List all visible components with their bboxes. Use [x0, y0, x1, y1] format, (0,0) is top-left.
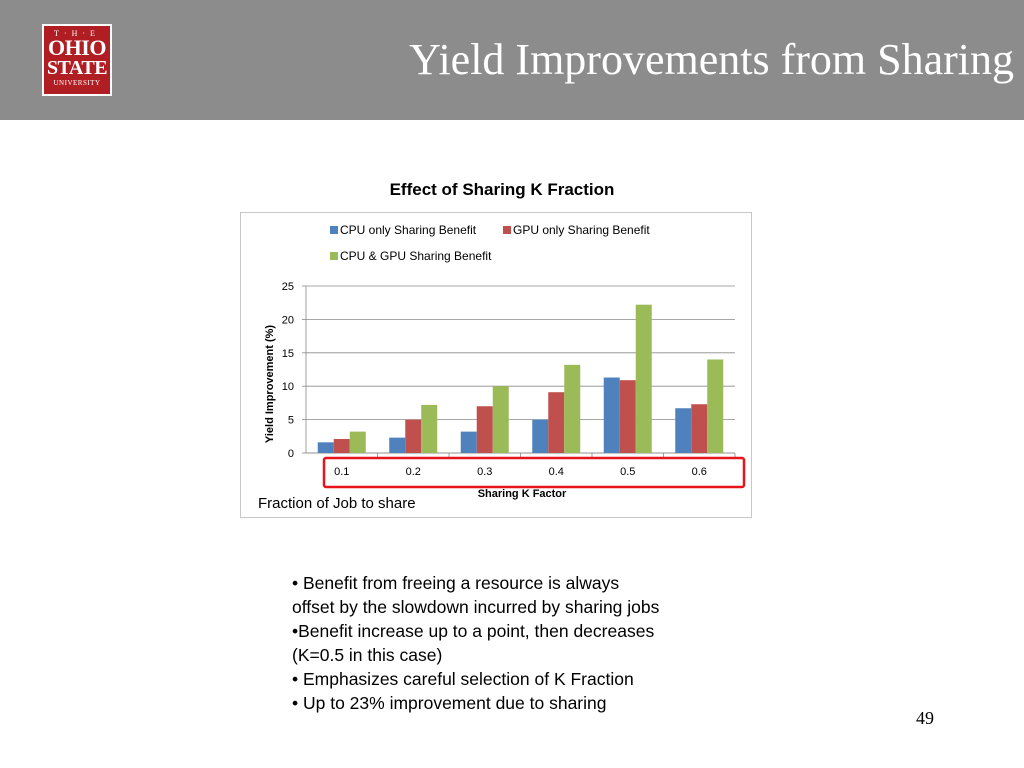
- x-tick-label: 0.2: [406, 466, 421, 478]
- y-axis-label: Yield Improvement (%): [264, 325, 276, 444]
- bar: [691, 404, 708, 453]
- chart-bars: [317, 304, 724, 453]
- bullet-list: • Benefit from freeing a resource is alw…: [292, 571, 732, 715]
- y-tick-label: 15: [282, 348, 294, 360]
- bar: [421, 404, 438, 453]
- bar: [317, 442, 334, 453]
- bullet-line: • Emphasizes careful selection of K Frac…: [292, 669, 634, 689]
- chart-frame: [240, 212, 752, 518]
- logo-line-1: T·H·E: [54, 29, 100, 38]
- bar: [635, 304, 652, 453]
- y-tick-label: 10: [282, 381, 294, 393]
- bar: [675, 408, 692, 453]
- x-axis-label: Sharing K Factor: [478, 488, 567, 500]
- legend-entry: GPU only Sharing Benefit: [513, 223, 650, 237]
- bar: [333, 438, 350, 453]
- legend-swatch: [330, 226, 338, 234]
- bar: [548, 392, 565, 453]
- legend-entry: CPU & GPU Sharing Benefit: [340, 249, 492, 263]
- bar: [532, 419, 549, 453]
- bar: [405, 419, 422, 453]
- x-tick-label: 0.6: [692, 466, 707, 478]
- legend-swatch: [503, 226, 511, 234]
- chart-legend: CPU only Sharing Benefit GPU only Sharing…: [330, 223, 650, 263]
- legend-entry: CPU only Sharing Benefit: [340, 223, 477, 237]
- bullet-line: • Benefit from freeing a resource is alw…: [292, 573, 620, 593]
- bar: [349, 431, 366, 453]
- y-tick-label: 5: [288, 415, 294, 427]
- ohio-state-logo: T·H·E OHIO STATE UNIVERSITY: [42, 24, 112, 96]
- x-tick-label: 0.1: [334, 466, 349, 478]
- k-factor-highlight-box: [322, 456, 746, 489]
- bar: [389, 437, 406, 453]
- x-tick-label: 0.5: [620, 466, 635, 478]
- legend-swatch: [330, 252, 338, 260]
- y-axis-ticks: 0 5 10 15 20 25: [282, 281, 294, 460]
- logo-line-4: UNIVERSITY: [53, 79, 101, 87]
- y-tick-label: 25: [282, 281, 294, 293]
- page-number: 49: [916, 708, 934, 728]
- logo-line-3: STATE: [46, 57, 108, 79]
- slide-title: Yield Improvements from Sharing: [409, 35, 1014, 84]
- logo-line-2: OHIO: [48, 35, 106, 60]
- bar: [460, 431, 477, 453]
- bar: [564, 364, 581, 453]
- x-tick-label: 0.4: [549, 466, 564, 478]
- bar-chart: CPU only Sharing Benefit GPU only Sharing…: [264, 223, 746, 500]
- x-axis-ticks: 0.1 0.2 0.3 0.4 0.5 0.6: [334, 466, 707, 478]
- bar: [619, 380, 636, 453]
- bullet-line: (K=0.5 in this case): [292, 645, 443, 665]
- y-tick-label: 0: [288, 448, 294, 460]
- bar: [476, 406, 493, 453]
- bar: [603, 377, 620, 453]
- header-bar: T·H·E OHIO STATE UNIVERSITY Yield Improv…: [0, 0, 1024, 120]
- bar: [492, 386, 509, 453]
- chart-title: Effect of Sharing K Fraction: [389, 180, 615, 199]
- y-tick-label: 20: [282, 314, 294, 326]
- bullet-line: • Up to 23% improvement due to sharing: [292, 693, 607, 713]
- chart-gridlines: [302, 285, 736, 457]
- chart-annotation: Fraction of Job to share: [258, 495, 416, 512]
- bar: [707, 359, 724, 453]
- bullet-line: •Benefit increase up to a point, then de…: [292, 621, 655, 641]
- bullet-line: offset by the slowdown incurred by shari…: [292, 597, 660, 617]
- x-tick-label: 0.3: [477, 466, 492, 478]
